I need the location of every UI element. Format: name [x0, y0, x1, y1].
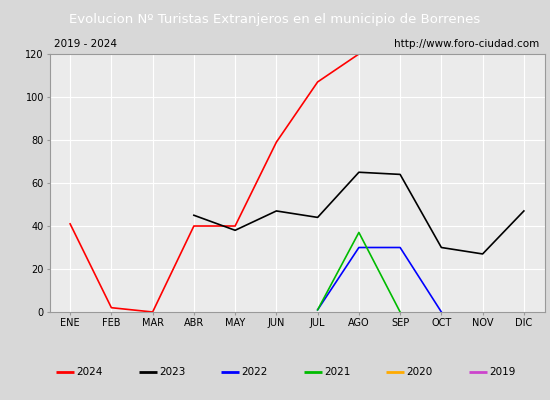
- Text: 2024: 2024: [76, 367, 103, 377]
- Text: 2021: 2021: [324, 367, 350, 377]
- Text: 2023: 2023: [160, 367, 185, 377]
- Text: Evolucion Nº Turistas Extranjeros en el municipio de Borrenes: Evolucion Nº Turistas Extranjeros en el …: [69, 12, 481, 26]
- Text: 2019: 2019: [489, 367, 515, 377]
- Text: 2019 - 2024: 2019 - 2024: [54, 39, 118, 49]
- Text: http://www.foro-ciudad.com: http://www.foro-ciudad.com: [394, 39, 540, 49]
- Text: 2022: 2022: [242, 367, 268, 377]
- Text: 2020: 2020: [406, 367, 433, 377]
